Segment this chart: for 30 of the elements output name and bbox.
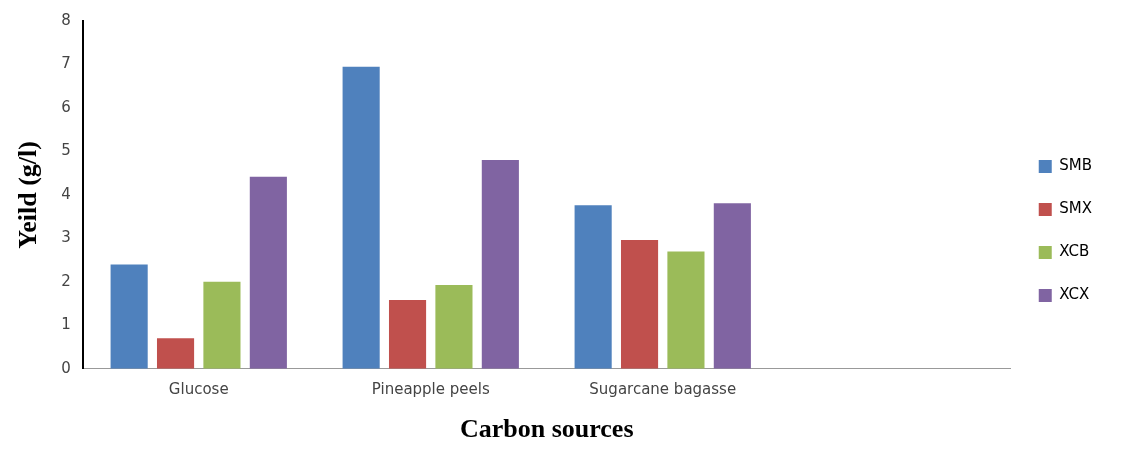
bar (110, 264, 148, 369)
bar (249, 176, 287, 369)
legend-label: XCB (1059, 242, 1090, 261)
y-tick-label: 8 (61, 10, 71, 29)
bar (388, 300, 427, 369)
x-tick-label: Sugarcane bagasse (589, 379, 737, 398)
bar (342, 66, 380, 369)
legend-label: SMX (1059, 199, 1092, 218)
y-tick-label: 4 (61, 184, 71, 203)
legend-label: XCX (1059, 285, 1090, 304)
bar (481, 160, 519, 369)
x-tick-label: Glucose (168, 379, 229, 398)
y-tick-label: 1 (61, 315, 71, 334)
legend-label: SMB (1059, 156, 1093, 175)
y-tick-label: 3 (61, 228, 71, 247)
bar (435, 284, 473, 369)
bar (713, 203, 751, 369)
bar (203, 281, 241, 369)
y-tick-label: 5 (61, 141, 71, 160)
y-axis-title: Yeild (g/l) (13, 141, 43, 249)
bar (620, 240, 659, 369)
y-tick-label: 6 (61, 97, 71, 116)
y-tick-label: 0 (61, 358, 71, 377)
y-tick-label: 2 (61, 271, 71, 290)
x-tick-label: Pineapple peels (371, 379, 490, 398)
y-tick-label: 7 (61, 54, 71, 73)
x-axis-title: Carbon sources (459, 414, 634, 444)
bar (574, 205, 612, 369)
bar (156, 338, 195, 369)
bar (667, 251, 705, 369)
